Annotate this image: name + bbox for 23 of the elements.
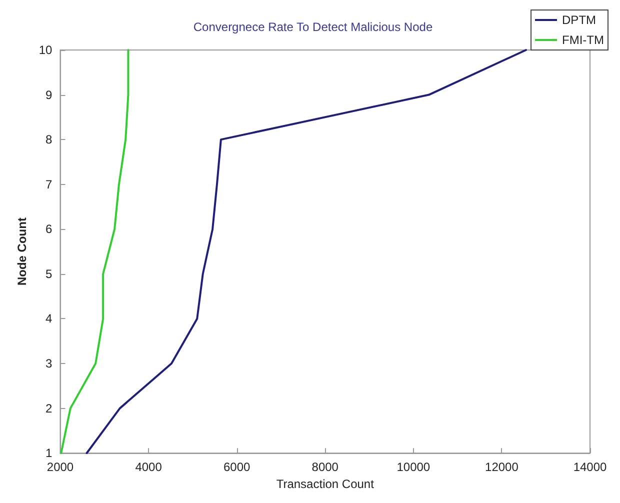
x-tick-label: 6000 <box>223 460 250 474</box>
x-tick-label: 2000 <box>46 460 74 474</box>
x-tick-label: 14000 <box>573 460 608 474</box>
x-tick-label: 10000 <box>396 460 430 474</box>
x-tick-label: 8000 <box>312 460 339 474</box>
x-axis-title: Transaction Count <box>276 477 375 491</box>
y-axis-title: Node Count <box>15 218 29 286</box>
y-tick-label: 4 <box>46 312 53 326</box>
y-tick-label: 9 <box>46 88 53 102</box>
y-tick-label: 8 <box>46 132 53 147</box>
x-tick-label: 12000 <box>485 460 519 474</box>
y-tick-label: 1 <box>46 446 53 460</box>
y-tick-label: 5 <box>46 266 53 281</box>
y-tick-label: 6 <box>46 222 53 236</box>
legend-label: FMI-TM <box>562 33 604 47</box>
y-tick-label: 3 <box>46 356 53 371</box>
y-tick-label: 7 <box>46 177 53 192</box>
line-series <box>86 49 527 454</box>
chart-title: Convergnece Rate To Detect Malicious Node <box>193 20 433 34</box>
legend-label: DPTM <box>562 13 596 27</box>
x-tick-label: 4000 <box>135 460 162 474</box>
y-tick-label: 10 <box>38 43 53 57</box>
y-tick-label: 2 <box>46 401 53 416</box>
